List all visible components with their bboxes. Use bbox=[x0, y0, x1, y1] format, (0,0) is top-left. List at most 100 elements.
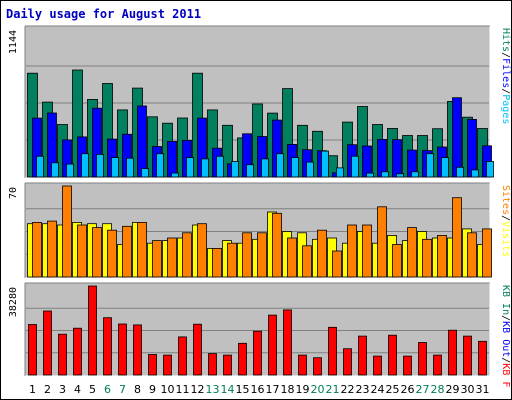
bar-kb-f bbox=[343, 348, 352, 376]
bar-kb-f bbox=[373, 355, 382, 376]
bar-pages bbox=[156, 153, 164, 178]
day-label: 27 bbox=[416, 383, 430, 396]
day-label: 30 bbox=[461, 383, 475, 396]
day-label: 10 bbox=[161, 383, 175, 396]
day-label: 4 bbox=[74, 383, 81, 396]
bar-sites bbox=[92, 227, 102, 278]
bar-files bbox=[137, 105, 147, 178]
panel-visits-sites: 70 Sites/Visits bbox=[8, 182, 511, 279]
day-label: 1 bbox=[29, 383, 36, 396]
bar-sites bbox=[392, 244, 402, 278]
bar-sites bbox=[47, 220, 57, 278]
panel-legend: KB In/KB Out/KB F bbox=[500, 285, 511, 387]
day-label: 2 bbox=[44, 383, 51, 396]
bar-sites bbox=[107, 229, 117, 278]
bar-sites bbox=[122, 225, 132, 278]
bar-sites bbox=[197, 223, 207, 278]
day-label: 11 bbox=[176, 383, 190, 396]
bar-sites bbox=[257, 232, 267, 278]
bar-sites bbox=[242, 232, 252, 278]
legend-entry: / bbox=[500, 52, 511, 58]
bar-sites bbox=[32, 221, 42, 278]
max-value-label: 38280 bbox=[8, 287, 19, 317]
bar-sites bbox=[317, 229, 327, 278]
bar-kb-f bbox=[298, 354, 307, 376]
bar-files bbox=[167, 140, 177, 178]
bar-kb-f bbox=[388, 334, 397, 376]
bar-pages bbox=[396, 173, 404, 178]
day-label: 26 bbox=[401, 383, 415, 396]
day-label: 8 bbox=[134, 383, 141, 396]
day-label: 25 bbox=[386, 383, 400, 396]
bar-kb-f bbox=[43, 310, 52, 376]
bar-kb-f bbox=[88, 285, 97, 376]
max-value-label: 1144 bbox=[8, 30, 19, 54]
bar-sites bbox=[287, 237, 297, 278]
bar-sites bbox=[152, 240, 162, 278]
bar-kb-f bbox=[238, 342, 247, 376]
bar-files bbox=[377, 138, 387, 178]
bar-pages bbox=[426, 153, 434, 178]
bar-sites bbox=[272, 212, 282, 278]
bar-pages bbox=[276, 153, 284, 178]
max-value-label: 70 bbox=[8, 187, 19, 199]
legend-entry: KB Out bbox=[500, 321, 511, 357]
day-label: 22 bbox=[341, 383, 355, 396]
bar-kb-f bbox=[73, 327, 82, 376]
day-label: 13 bbox=[206, 383, 220, 396]
series-sites bbox=[32, 185, 492, 278]
bar-kb-f bbox=[28, 324, 37, 376]
bar-pages bbox=[111, 157, 119, 178]
bar-sites bbox=[362, 224, 372, 278]
bar-kb-f bbox=[103, 317, 112, 376]
bar-kb-f bbox=[328, 326, 337, 376]
bar-sites bbox=[377, 206, 387, 278]
bar-sites bbox=[167, 237, 177, 278]
day-labels: 1 2 3 4 5 6 7 8 9 10 11 12 13 14 15 16 17 18 19 20 21 22 23 24 2… bbox=[29, 383, 490, 396]
bar-pages bbox=[201, 158, 209, 178]
legend-entry: Files bbox=[500, 58, 511, 88]
bar-sites bbox=[332, 250, 342, 278]
bar-kb-f bbox=[193, 323, 202, 376]
bar-pages bbox=[66, 163, 74, 178]
bar-pages bbox=[456, 166, 464, 178]
bar-pages bbox=[261, 158, 269, 178]
bar-pages bbox=[216, 155, 224, 178]
day-label: 3 bbox=[59, 383, 66, 396]
bar-pages bbox=[291, 157, 299, 178]
bar-sites bbox=[422, 238, 432, 278]
legend-entry: / bbox=[500, 215, 511, 221]
bar-sites bbox=[452, 197, 462, 278]
bar-pages bbox=[471, 169, 479, 178]
bar-kb-f bbox=[418, 342, 427, 376]
panel-kbytes: 38280 KB In/KB Out/KB F bbox=[8, 282, 511, 387]
panel-hits-files-pages: 1144 Hits/Files/Pages bbox=[8, 25, 511, 179]
bar-kb-f bbox=[403, 355, 412, 376]
day-label: 15 bbox=[236, 383, 250, 396]
bar-pages bbox=[336, 167, 344, 178]
bar-kb-f bbox=[118, 323, 127, 376]
day-label: 12 bbox=[191, 383, 205, 396]
bar-files bbox=[452, 97, 462, 178]
day-label: 31 bbox=[476, 383, 490, 396]
chart-title: Daily usage for August 2011 bbox=[6, 7, 201, 21]
day-label: 21 bbox=[326, 383, 340, 396]
legend-entry: Pages bbox=[500, 94, 511, 124]
bar-sites bbox=[227, 242, 237, 278]
day-label: 5 bbox=[89, 383, 96, 396]
day-label: 9 bbox=[149, 383, 156, 396]
bar-sites bbox=[302, 245, 312, 278]
day-label: 20 bbox=[311, 383, 325, 396]
bar-pages bbox=[306, 161, 314, 178]
legend-entry: KB In bbox=[500, 285, 511, 315]
bar-sites bbox=[182, 232, 192, 278]
day-label: 28 bbox=[431, 383, 445, 396]
bar-files bbox=[467, 119, 477, 178]
bar-pages bbox=[486, 161, 494, 178]
bar-kb-f bbox=[448, 329, 457, 376]
bar-pages bbox=[51, 162, 59, 178]
day-label: 14 bbox=[221, 383, 235, 396]
bar-pages bbox=[231, 161, 239, 178]
